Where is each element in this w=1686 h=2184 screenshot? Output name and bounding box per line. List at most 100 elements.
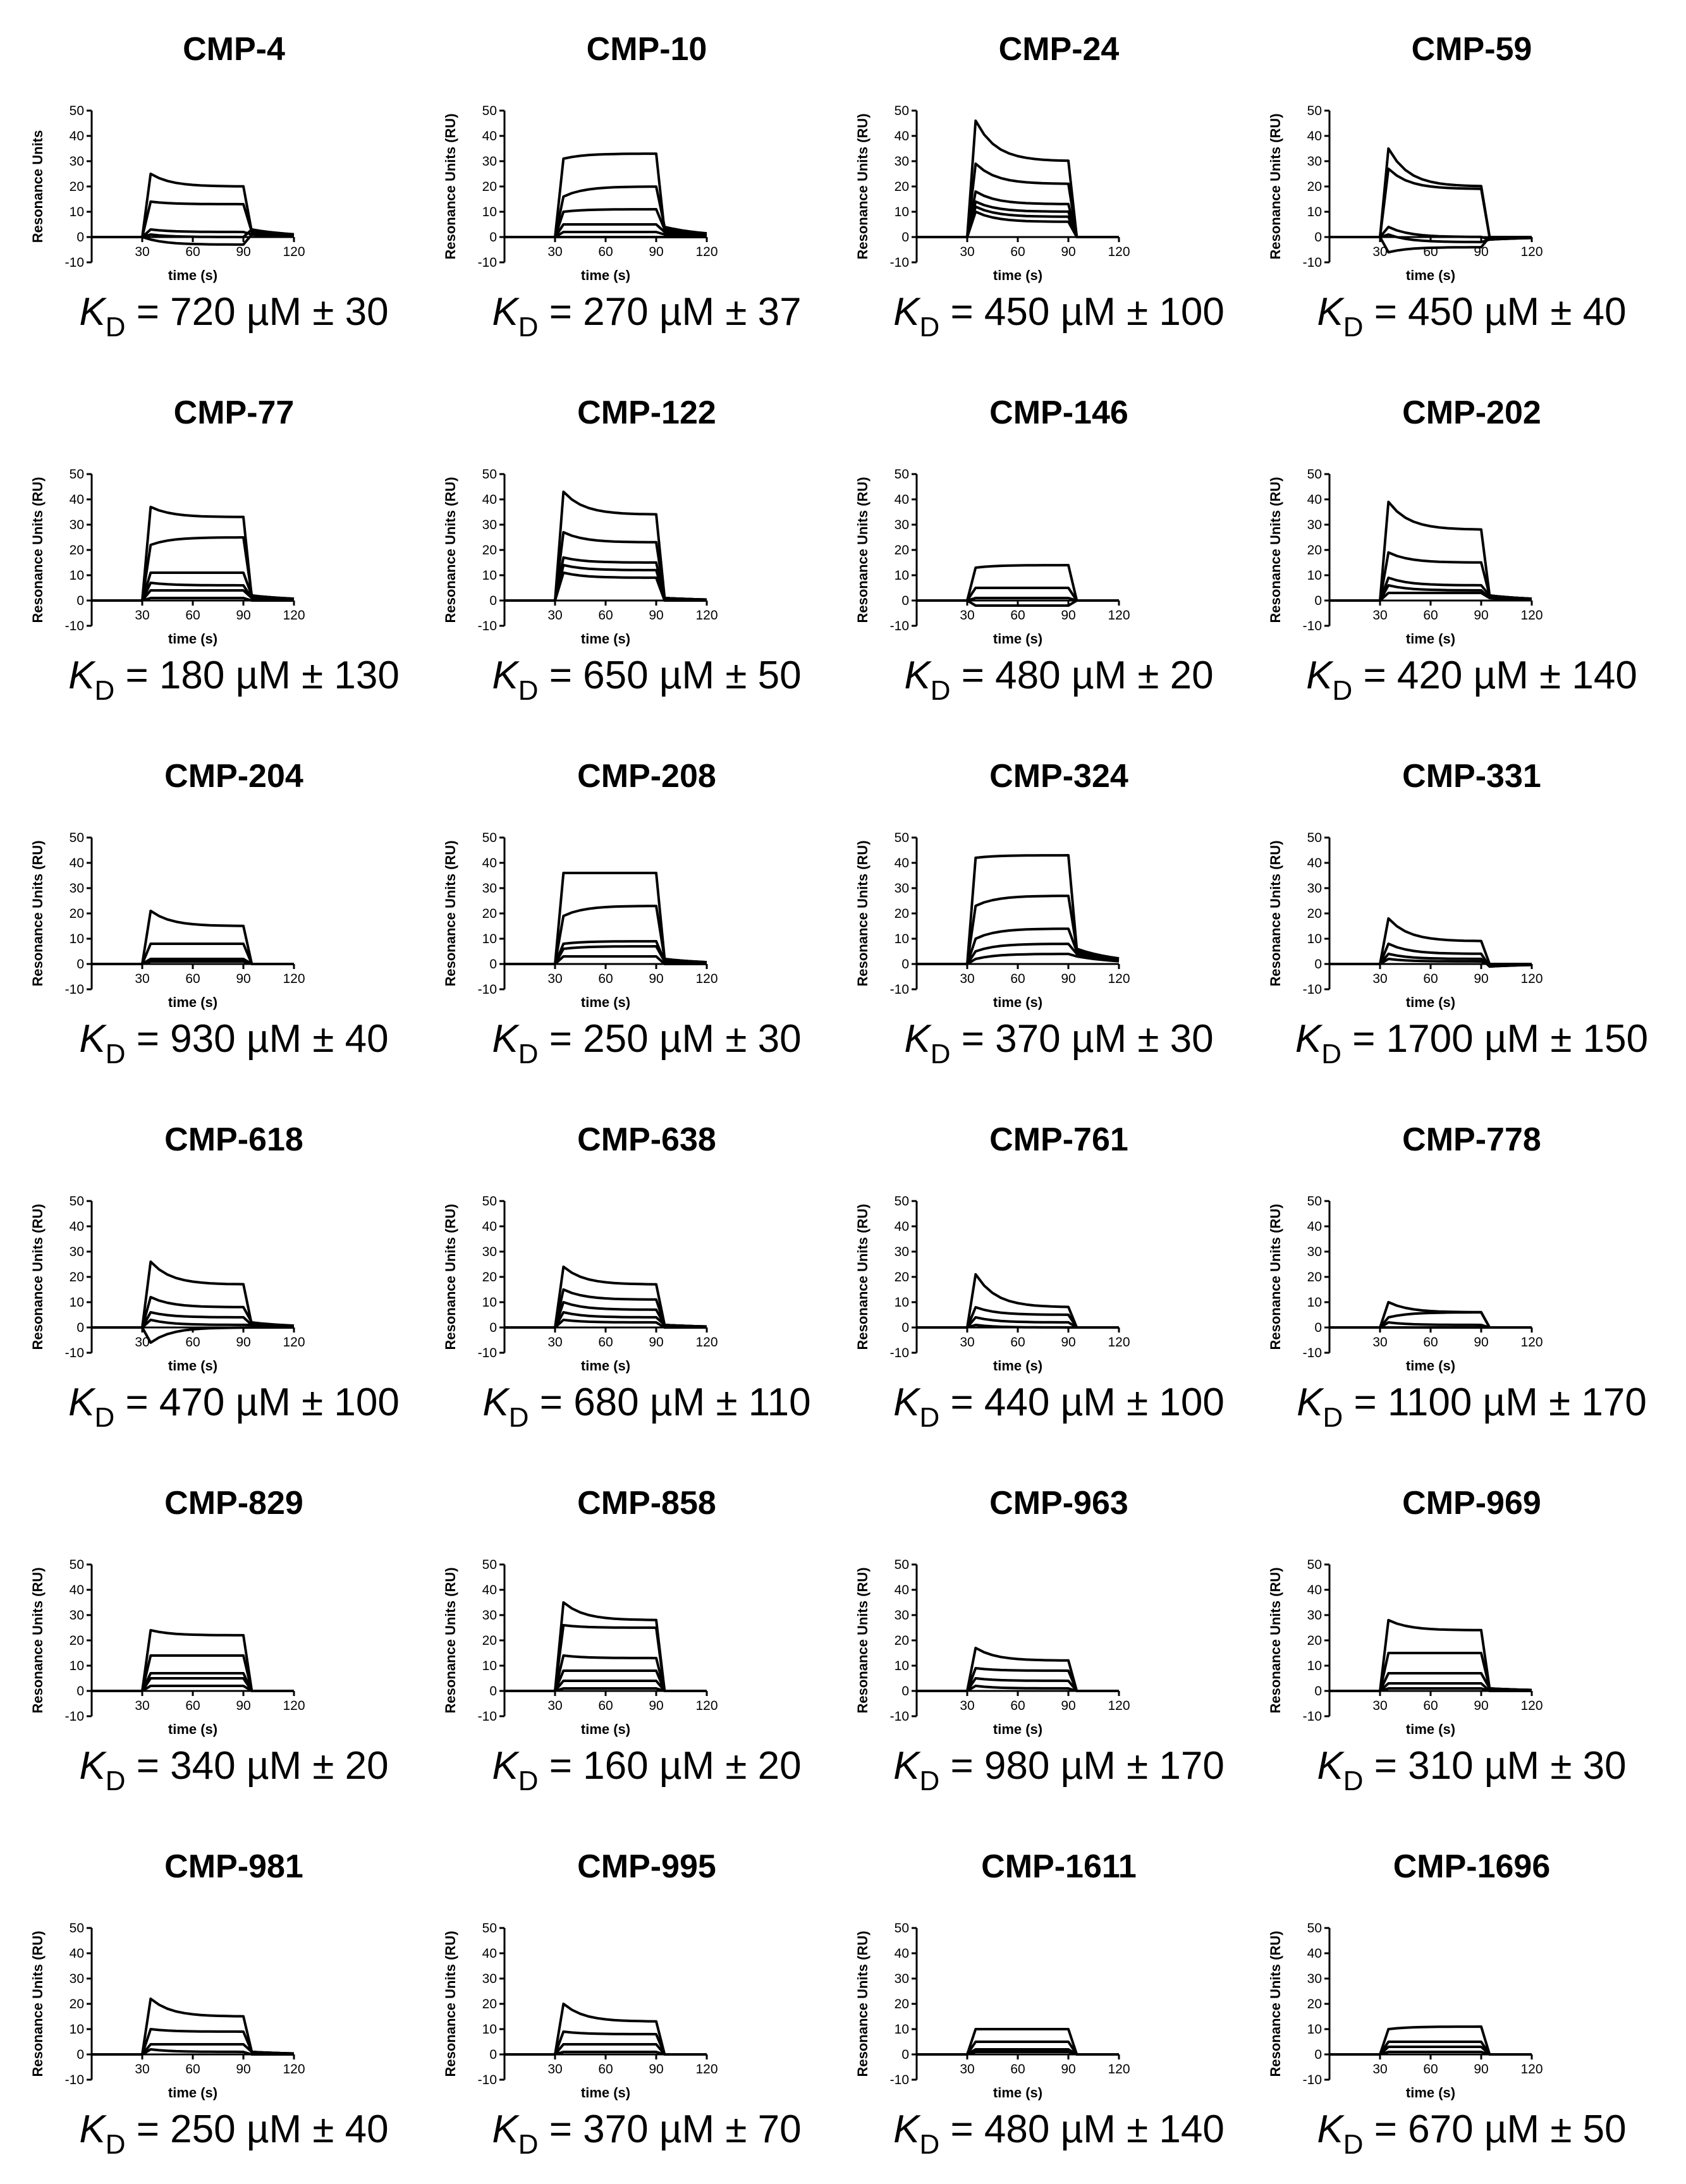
kd-symbol: K bbox=[1317, 290, 1343, 334]
y-tick-label: 0 bbox=[1314, 594, 1322, 608]
panel-title: CMP-10 bbox=[586, 31, 707, 68]
x-tick-label: 60 bbox=[598, 2062, 613, 2077]
series-line-c4 bbox=[504, 1311, 707, 1329]
y-tick-label: 50 bbox=[482, 1194, 497, 1209]
kd-subscript: D bbox=[930, 675, 951, 706]
panel-title: CMP-638 bbox=[577, 1121, 716, 1158]
series-line-c6 bbox=[917, 210, 1119, 238]
y-tick-label: -10 bbox=[478, 1346, 497, 1360]
y-tick-label: 30 bbox=[482, 1972, 497, 1986]
kd-value: KD = 440 µM ± 100 bbox=[853, 1379, 1264, 1433]
kd-subscript: D bbox=[930, 1039, 951, 1070]
panel-cmp-324: CMP-324 -10 0 10 20 30 40 50 30 60 90 120 time (s) Re… bbox=[853, 740, 1264, 1094]
y-axis-label: Resonance Units (RU) bbox=[1268, 1204, 1283, 1350]
y-tick-label: 50 bbox=[70, 1921, 84, 1936]
y-axis-label: Resonance Units bbox=[30, 130, 46, 243]
x-tick-label: 30 bbox=[960, 608, 974, 623]
panel-cmp-618: CMP-618 -10 0 10 20 30 40 50 30 60 90 120 time (s) Re… bbox=[28, 1103, 439, 1457]
y-tick-label: 50 bbox=[895, 467, 909, 482]
sensorgram-plot: -10 0 10 20 30 40 50 30 60 90 120 time (s) Resonance… bbox=[443, 1921, 718, 2101]
x-tick-label: 30 bbox=[1372, 972, 1387, 986]
series-line-c4 bbox=[917, 2051, 1119, 2056]
x-tick-label: 90 bbox=[1061, 1699, 1075, 1713]
kd-value: KD = 370 µM ± 30 bbox=[853, 1015, 1264, 1070]
y-axis-label: Resonance Units (RU) bbox=[30, 477, 46, 623]
y-tick-label: 0 bbox=[76, 594, 84, 608]
x-tick-label: 90 bbox=[1061, 245, 1075, 259]
x-axis-label: time (s) bbox=[168, 2085, 217, 2101]
x-tick-label: 120 bbox=[695, 245, 718, 259]
x-tick-label: 60 bbox=[1010, 972, 1025, 986]
panel-title: CMP-122 bbox=[577, 394, 716, 431]
y-tick-label: 40 bbox=[70, 492, 84, 507]
series-line-c3 bbox=[504, 556, 707, 602]
y-tick-label: 40 bbox=[482, 1583, 497, 1597]
kd-subscript: D bbox=[919, 1402, 940, 1433]
y-tick-label: 20 bbox=[1307, 1997, 1322, 2011]
y-tick-label: 0 bbox=[76, 1321, 84, 1335]
panel-title: CMP-858 bbox=[577, 1485, 716, 1522]
x-tick-label: 30 bbox=[960, 2062, 974, 2077]
series-line-c1 bbox=[1329, 501, 1532, 602]
y-tick-label: -10 bbox=[478, 255, 497, 270]
y-tick-label: -10 bbox=[478, 2073, 497, 2087]
series-line-c5 bbox=[504, 571, 707, 602]
kd-symbol: K bbox=[492, 2108, 518, 2151]
x-tick-label: 120 bbox=[1108, 608, 1130, 623]
y-tick-label: 40 bbox=[895, 129, 909, 143]
y-tick-label: 40 bbox=[70, 1583, 84, 1597]
x-tick-label: 90 bbox=[649, 245, 663, 259]
x-tick-label: 60 bbox=[1010, 1335, 1025, 1350]
series-line-c2 bbox=[1329, 168, 1532, 238]
y-tick-label: 10 bbox=[895, 205, 909, 219]
kd-symbol: K bbox=[68, 654, 95, 697]
y-tick-label: 30 bbox=[482, 881, 497, 896]
x-tick-label: 90 bbox=[649, 608, 663, 623]
x-tick-label: 120 bbox=[695, 1699, 718, 1713]
series-line-c4 bbox=[504, 564, 707, 602]
kd-subscript: D bbox=[94, 1402, 115, 1433]
y-tick-label: 50 bbox=[482, 1558, 497, 1572]
x-tick-label: 30 bbox=[960, 1335, 974, 1350]
x-tick-label: 90 bbox=[649, 2062, 663, 2077]
y-tick-label: 10 bbox=[70, 2022, 84, 2037]
series-line-c4 bbox=[1329, 2051, 1532, 2056]
kd-subscript: D bbox=[518, 1039, 539, 1070]
x-axis-label: time (s) bbox=[993, 267, 1042, 283]
kd-value: KD = 310 µM ± 30 bbox=[1266, 1742, 1677, 1797]
y-tick-label: 20 bbox=[482, 543, 497, 558]
y-tick-label: 30 bbox=[70, 518, 84, 532]
x-axis-label: time (s) bbox=[581, 1358, 630, 1374]
series-line-c2 bbox=[92, 1296, 295, 1329]
y-tick-label: -10 bbox=[890, 2073, 909, 2087]
kd-value: KD = 160 µM ± 20 bbox=[441, 1742, 852, 1797]
x-tick-label: 120 bbox=[1520, 1335, 1542, 1350]
y-tick-label: 20 bbox=[482, 1997, 497, 2011]
y-tick-label: 20 bbox=[70, 1997, 84, 2011]
y-tick-label: 0 bbox=[901, 230, 909, 245]
x-tick-label: 90 bbox=[1474, 972, 1488, 986]
x-tick-label: 60 bbox=[598, 245, 613, 259]
y-tick-label: -10 bbox=[1303, 619, 1322, 633]
x-tick-label: 90 bbox=[236, 1335, 250, 1350]
x-tick-label: 60 bbox=[1423, 2062, 1438, 2077]
x-tick-label: 30 bbox=[547, 1335, 562, 1350]
y-tick-label: 50 bbox=[895, 1194, 909, 1209]
y-axis-label: Resonance Units (RU) bbox=[30, 1567, 46, 1713]
x-axis-label: time (s) bbox=[993, 2085, 1042, 2101]
x-axis-label: time (s) bbox=[168, 994, 217, 1010]
series-line-c2 bbox=[504, 531, 707, 602]
y-tick-label: 40 bbox=[70, 856, 84, 870]
x-axis-label: time (s) bbox=[1406, 1358, 1455, 1374]
kd-value: KD = 650 µM ± 50 bbox=[441, 652, 852, 706]
y-tick-label: 20 bbox=[895, 1633, 909, 1648]
sensorgram-plot: -10 0 10 20 30 40 50 30 60 90 120 time (s) Resonance… bbox=[443, 1558, 718, 1737]
kd-subscript: D bbox=[105, 2129, 126, 2160]
series-line-c1 bbox=[504, 872, 707, 965]
y-tick-label: 0 bbox=[1314, 957, 1322, 972]
sensorgram-plot: -10 0 10 20 30 40 50 30 60 90 120 time (s) Resonance… bbox=[30, 467, 305, 647]
panel-cmp-1611: CMP-1611 -10 0 10 20 30 40 50 30 60 90 120 time (s) R… bbox=[853, 1830, 1264, 2184]
kd-value: KD = 470 µM ± 100 bbox=[28, 1379, 439, 1433]
x-tick-label: 60 bbox=[1423, 972, 1438, 986]
